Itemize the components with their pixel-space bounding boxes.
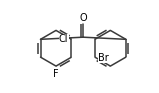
Text: Br: Br (98, 53, 109, 63)
Text: Cl: Cl (59, 34, 69, 44)
Text: F: F (53, 69, 59, 79)
Text: O: O (79, 13, 87, 23)
